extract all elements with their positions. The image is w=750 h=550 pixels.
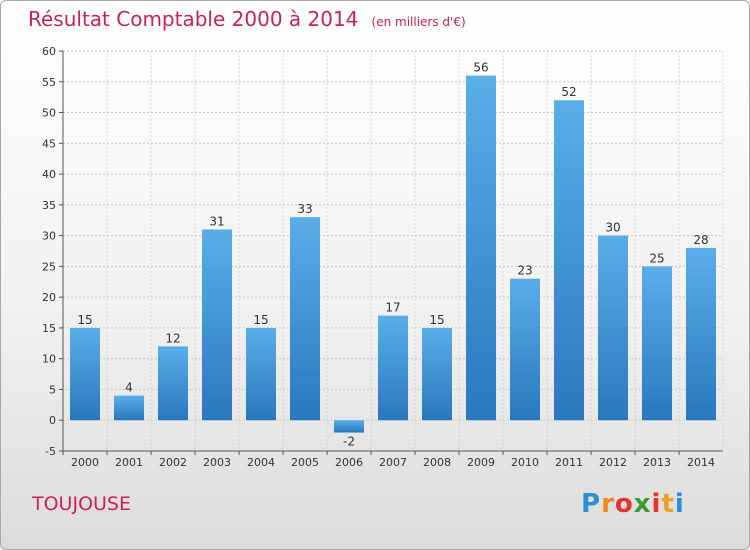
data-label-2004: 15 [253,313,268,327]
bar-2012 [598,235,628,421]
bar-2014 [686,247,716,421]
data-label-2005: 33 [297,202,312,216]
y-tick-label: 40 [42,168,56,181]
y-tick-label: -5 [45,445,56,458]
x-tick-label: 2013 [643,456,671,469]
x-tick-label: 2003 [203,456,231,469]
y-tick-label: 60 [42,45,56,58]
y-tick-label: 35 [42,199,56,212]
data-label-2012: 30 [605,221,620,235]
x-tick-label: 2004 [247,456,275,469]
data-label-2006: -2 [343,435,355,449]
data-label-2013: 25 [649,251,664,265]
bar-2013 [642,266,672,421]
data-label-2007: 17 [385,301,400,315]
data-label-2002: 12 [165,331,180,345]
x-tick-label: 2010 [511,456,539,469]
bar-2007 [378,315,408,421]
y-tick-label: 5 [49,383,56,396]
x-tick-label: 2009 [467,456,495,469]
data-label-2003: 31 [209,214,224,228]
y-tick-label: 25 [42,260,56,273]
chart-title-row: Résultat Comptable 2000 à 2014 (en milli… [28,7,466,31]
data-label-2008: 15 [429,313,444,327]
chart-unit-note: (en milliers d'€) [371,15,466,29]
axes: -5 0 5 10 15 20 25 30 35 40 45 50 55 60 2000 2001 2002 20… [42,45,723,469]
bars [70,75,716,433]
proxiti-logo: Proxiti [581,489,685,519]
bar-2010 [510,278,540,421]
logo-letter: r [601,489,615,519]
y-tick-label: 30 [42,230,56,243]
data-labels: 15 4 12 31 15 33 -2 17 15 56 23 52 30 25 28 [77,61,708,449]
data-label-2009: 56 [473,61,488,75]
logo-letter: t [661,489,675,519]
bar-2005 [290,217,320,421]
x-tick-label: 2005 [291,456,319,469]
logo-letter: x [633,489,652,519]
bar-2003 [202,229,232,421]
x-tick-label: 2008 [423,456,451,469]
data-label-2001: 4 [125,381,133,395]
bar-2008 [422,327,452,421]
x-tick-label: 2012 [599,456,627,469]
chart-title: Résultat Comptable 2000 à 2014 [28,7,359,31]
logo-letter: i [651,489,662,519]
y-tick-label: 50 [42,107,56,120]
bar-2001 [114,395,144,421]
x-tick-label: 2002 [159,456,187,469]
data-label-2000: 15 [77,313,92,327]
y-tick-label: 55 [42,76,56,89]
y-tick-label: 10 [42,353,56,366]
x-tick-label: 2006 [335,456,363,469]
y-tick-label: 20 [42,291,56,304]
place-name: TOUJOUSE [32,493,131,515]
data-label-2011: 52 [561,85,576,99]
x-tick-label: 2011 [555,456,583,469]
x-tick-label: 2001 [115,456,143,469]
logo-letter: i [674,489,685,519]
data-label-2014: 28 [693,233,708,247]
logo-letter: o [614,489,634,519]
bar-2000 [70,327,100,421]
bar-2006 [334,420,364,433]
y-tick-label: 45 [42,137,56,150]
x-tick-label: 2000 [71,456,99,469]
bar-2009 [466,75,496,421]
y-tick-label: 0 [49,414,56,427]
x-tick-label: 2007 [379,456,407,469]
data-label-2010: 23 [517,264,532,278]
logo-letter: P [581,489,602,519]
bar-2011 [554,100,584,421]
bar-2004 [246,327,276,421]
bar-2002 [158,346,188,421]
y-tick-label: 15 [42,322,56,335]
x-tick-label: 2014 [687,456,715,469]
